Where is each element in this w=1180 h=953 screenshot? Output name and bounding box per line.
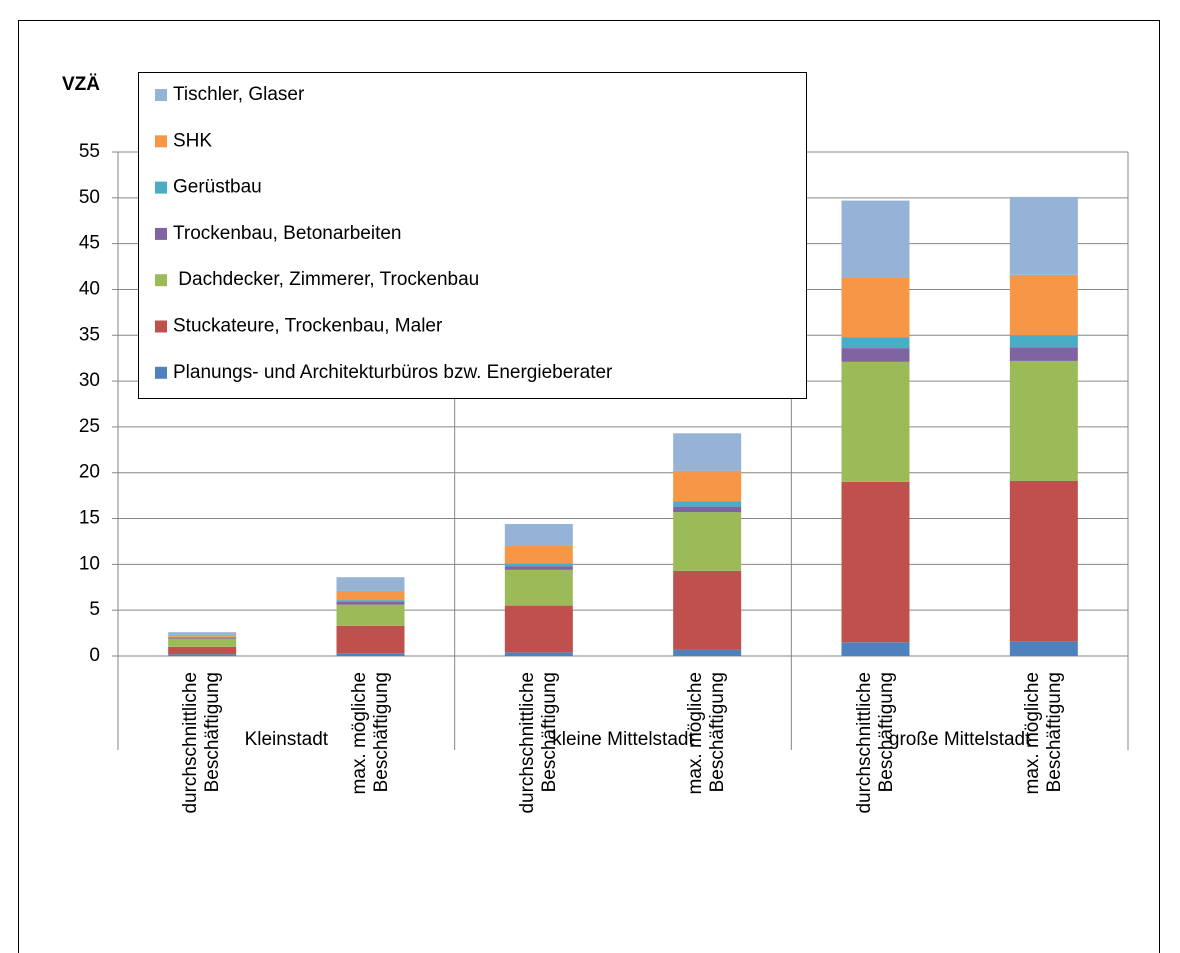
legend-label: SHK: [173, 130, 212, 151]
legend-label: Tischler, Glaser: [173, 84, 305, 105]
bar-segment: [841, 277, 910, 338]
legend-swatch: [155, 274, 167, 287]
bar-segment: [1009, 335, 1078, 348]
bar-segment: [1009, 274, 1078, 336]
y-tick-label: 35: [79, 324, 100, 345]
bar-segment: [504, 605, 573, 653]
legend-label: Stuckateure, Trockenbau, Maler: [173, 316, 443, 337]
bar-segment: [1009, 480, 1078, 642]
bar-segment: [673, 649, 742, 656]
bar-segment: [168, 636, 237, 638]
bar-segment: [673, 570, 742, 650]
bar-segment: [168, 654, 237, 656]
bar-segment: [673, 501, 742, 507]
bar-segment: [336, 600, 405, 602]
bar-segment: [504, 524, 573, 547]
bar-segment: [168, 637, 237, 639]
y-tick-label: 10: [79, 553, 100, 574]
bar-segment: [168, 632, 237, 635]
y-tick-label: 30: [79, 370, 100, 391]
bar-segment: [504, 563, 573, 567]
bar-segment: [336, 577, 405, 591]
bar-segment: [336, 653, 405, 656]
legend-label: Planungs- und Architekturbüros bzw. Ener…: [173, 362, 613, 383]
legend-swatch: [155, 135, 167, 148]
y-tick-label: 15: [79, 508, 100, 529]
y-tick-label: 0: [89, 645, 100, 666]
bar-segment: [336, 604, 405, 626]
legend-swatch: [155, 89, 167, 101]
bar-segment: [504, 566, 573, 570]
y-tick-label: 45: [79, 233, 100, 254]
bar-segment: [1009, 196, 1078, 275]
group-label: Kleinstadt: [245, 729, 329, 750]
bar-segment: [673, 470, 742, 502]
bar-segment: [1009, 347, 1078, 361]
x-tick-label: max. mögliche Beschäftigung: [1021, 672, 1065, 795]
bar-segment: [673, 433, 742, 471]
bar-segment: [504, 546, 573, 564]
bar-segment: [673, 512, 742, 571]
bar-segment: [168, 638, 237, 647]
bar-segment: [841, 337, 910, 349]
legend-label: Dachdecker, Zimmerer, Trockenbau: [173, 269, 479, 290]
x-tick-label: max. mögliche Beschäftigung: [348, 672, 392, 795]
bar-segment: [841, 200, 910, 278]
legend-label: Trockenbau, Betonarbeiten: [173, 223, 402, 244]
bar-segment: [168, 646, 237, 655]
bar-segment: [336, 590, 405, 601]
bar-segment: [841, 642, 910, 656]
legend-swatch: [155, 181, 167, 194]
bar-segment: [504, 652, 573, 656]
y-tick-label: 25: [79, 416, 100, 437]
bar-segment: [1009, 360, 1078, 481]
group-label: kleine Mittelstadt: [552, 729, 694, 750]
legend-swatch: [155, 227, 167, 240]
bar-segment: [841, 348, 910, 362]
y-tick-label: 55: [79, 141, 100, 162]
x-tick-label: durchschnittliche Beschäftigung: [180, 672, 224, 814]
y-tick-label: 50: [79, 187, 100, 208]
bar-segment: [673, 506, 742, 513]
bar-segment: [504, 569, 573, 606]
bar-segment: [1009, 641, 1078, 656]
y-tick-label: 40: [79, 278, 100, 299]
x-tick-label: durchschnittliche Beschäftigung: [516, 672, 560, 814]
frame: [18, 20, 1160, 953]
group-label: große Mittelstadt: [889, 729, 1031, 750]
legend-label: Gerüstbau: [173, 177, 262, 198]
legend-swatch: [155, 366, 167, 379]
bar-segment: [168, 634, 237, 637]
x-tick-label: durchschnittliche Beschäftigung: [853, 672, 897, 814]
y-tick-label: 5: [89, 599, 100, 620]
y-axis-label: VZÄ: [62, 74, 100, 95]
bar-segment: [336, 625, 405, 654]
y-tick-label: 20: [79, 462, 100, 483]
bar-segment: [336, 601, 405, 605]
bar-segment: [841, 481, 910, 643]
bar-segment: [841, 361, 910, 482]
x-tick-label: max. mögliche Beschäftigung: [685, 672, 729, 795]
legend-swatch: [155, 320, 167, 333]
legend-box: [138, 72, 807, 399]
